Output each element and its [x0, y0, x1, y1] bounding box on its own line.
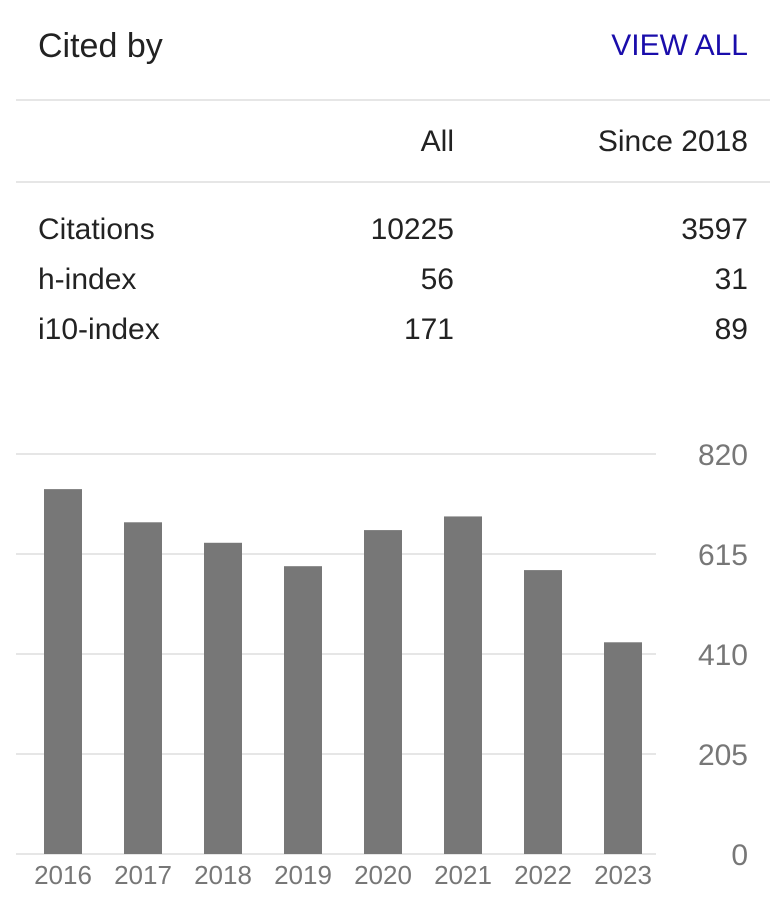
cited-by-header: Cited by VIEW ALL: [0, 0, 784, 100]
page-title: Cited by: [38, 27, 163, 65]
stat-value-since: 89: [714, 313, 748, 346]
x-tick-label: 2021: [434, 860, 492, 890]
bar-2018[interactable]: [204, 542, 242, 854]
stat-row-citations: Citations 10225 3597: [0, 210, 784, 260]
x-tick-label: 2022: [514, 860, 572, 890]
x-tick-label: 2019: [274, 860, 332, 890]
bar-2019[interactable]: [284, 566, 322, 854]
stat-value-since: 31: [714, 263, 748, 296]
bar-2021[interactable]: [444, 516, 482, 854]
stat-row-h-index: h-index 56 31: [0, 260, 784, 310]
y-tick-label: 615: [698, 539, 748, 572]
view-all-link[interactable]: VIEW ALL: [611, 29, 748, 62]
x-tick-label: 2016: [34, 860, 92, 890]
stat-value-all: 10225: [370, 213, 454, 246]
divider: [16, 181, 770, 183]
x-tick-label: 2018: [194, 860, 252, 890]
column-header-all: All: [420, 125, 454, 158]
bar-2016[interactable]: [44, 489, 82, 854]
y-tick-label: 0: [731, 839, 748, 872]
citations-bar-chart: 0 205 410 615 820 2016 2017 2018 2019 2020 2021 202…: [16, 439, 748, 890]
stat-value-since: 3597: [681, 213, 748, 246]
x-tick-label: 2020: [354, 860, 412, 890]
column-header-since: Since 2018: [597, 125, 748, 158]
bar-2020[interactable]: [364, 530, 402, 854]
citations-per-year-chart: 0 205 410 615 820 2016 2017 2018 2019 2020 2021 202…: [0, 420, 784, 900]
citation-stats-table: Citations 10225 3597 h-index 56 31 i10-i…: [0, 210, 784, 360]
y-tick-label: 410: [698, 639, 748, 672]
x-tick-label: 2017: [114, 860, 172, 890]
y-tick-label: 820: [698, 439, 748, 472]
stat-label: Citations: [38, 213, 155, 246]
stat-label: h-index: [38, 263, 137, 296]
stat-value-all: 171: [403, 313, 454, 346]
stat-row-i10-index: i10-index 171 89: [0, 310, 784, 360]
stat-label: i10-index: [38, 313, 160, 346]
bar-2022[interactable]: [524, 570, 562, 854]
x-tick-label: 2023: [594, 860, 652, 890]
bar-2017[interactable]: [124, 522, 162, 854]
y-tick-label: 205: [698, 739, 748, 772]
stat-value-all: 56: [420, 263, 454, 296]
bar-2023[interactable]: [604, 642, 642, 854]
divider: [16, 99, 770, 101]
